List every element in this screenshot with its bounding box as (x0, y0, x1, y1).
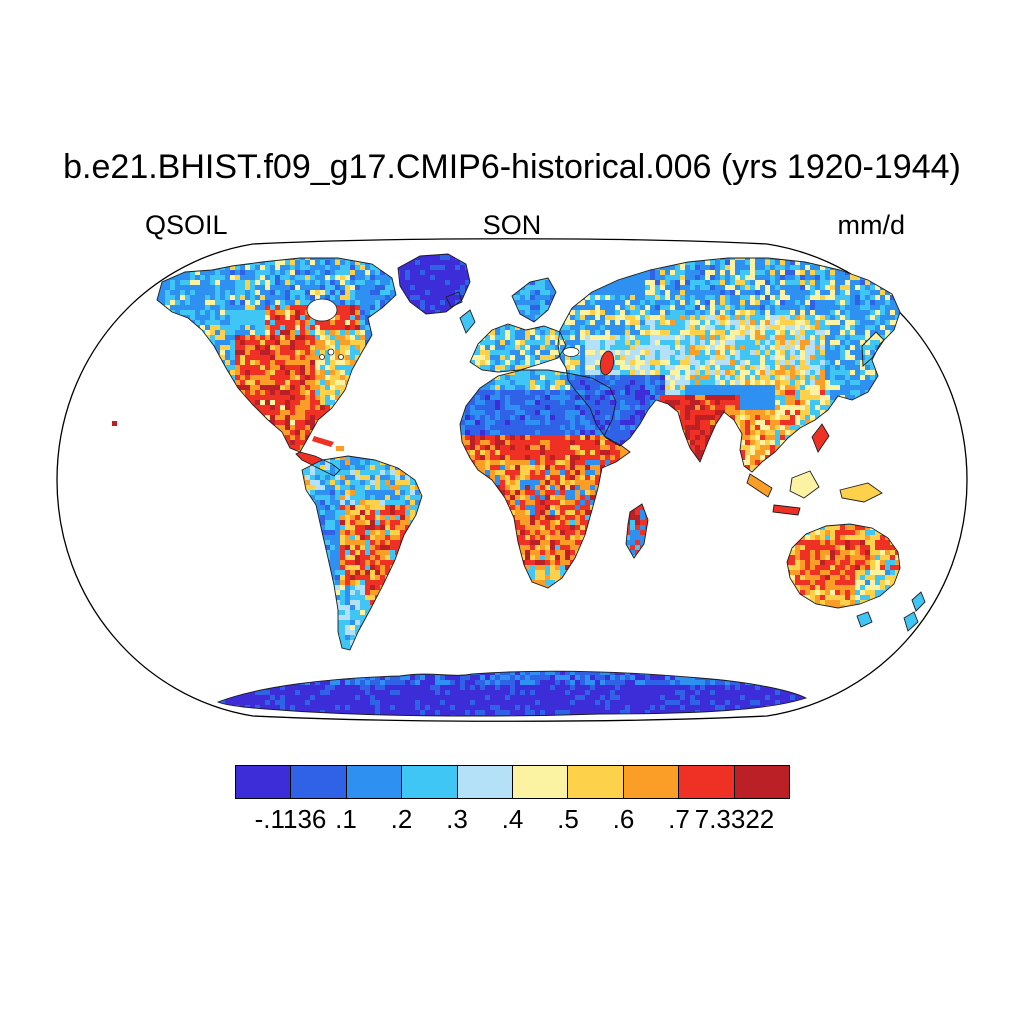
colorbar-tick-label: .7 (668, 804, 690, 834)
colorbar-tick-label: .6 (612, 804, 635, 834)
colorbar (235, 765, 791, 799)
colorbar-tick-label: .3 (446, 804, 468, 834)
colorbar-box (567, 765, 624, 799)
black-sea (562, 347, 580, 357)
great-lakes (319, 354, 325, 360)
colorbar-box (512, 765, 569, 799)
colorbar-tick-label: -.1136 (254, 804, 327, 834)
map-projection-outline (56, 238, 968, 722)
plot-title: b.e21.BHIST.f09_g17.CMIP6-historical.006… (63, 148, 961, 186)
colorbar-box (290, 765, 347, 799)
colorbar-tick-label: 7.3322 (694, 804, 775, 834)
hawaii (112, 421, 117, 426)
colorbar-labels: -.1136 .1 .2 .3 .4 .5 .6 .7 7.3322 (235, 804, 790, 838)
map-overlays (112, 298, 615, 451)
great-lakes (338, 354, 344, 360)
borneo (790, 471, 819, 498)
great-lakes (327, 348, 335, 356)
units-label: mm/d (837, 210, 906, 240)
colorbar-box (456, 765, 514, 799)
british-isles (460, 310, 475, 333)
colorbar-box (401, 765, 458, 799)
colorbar-tick-label: .4 (501, 804, 524, 834)
tasmania (857, 612, 872, 627)
colorbar-box (345, 765, 403, 799)
hudson-bay (306, 298, 338, 322)
season-label: SON (482, 210, 542, 240)
colorbar-box (235, 765, 292, 799)
caspian-sea-red-patch (599, 350, 615, 376)
cuba (312, 436, 334, 447)
colorbar-box (733, 765, 791, 799)
colorbar-box (622, 765, 680, 799)
variable-label: QSOIL (145, 210, 228, 240)
colorbar-tick-label: .1 (335, 804, 357, 834)
colorbar-tick-label: .5 (557, 804, 579, 834)
hispaniola (336, 446, 344, 451)
colorbar-box (678, 765, 735, 799)
colorbar-tick-label: .2 (390, 804, 413, 834)
